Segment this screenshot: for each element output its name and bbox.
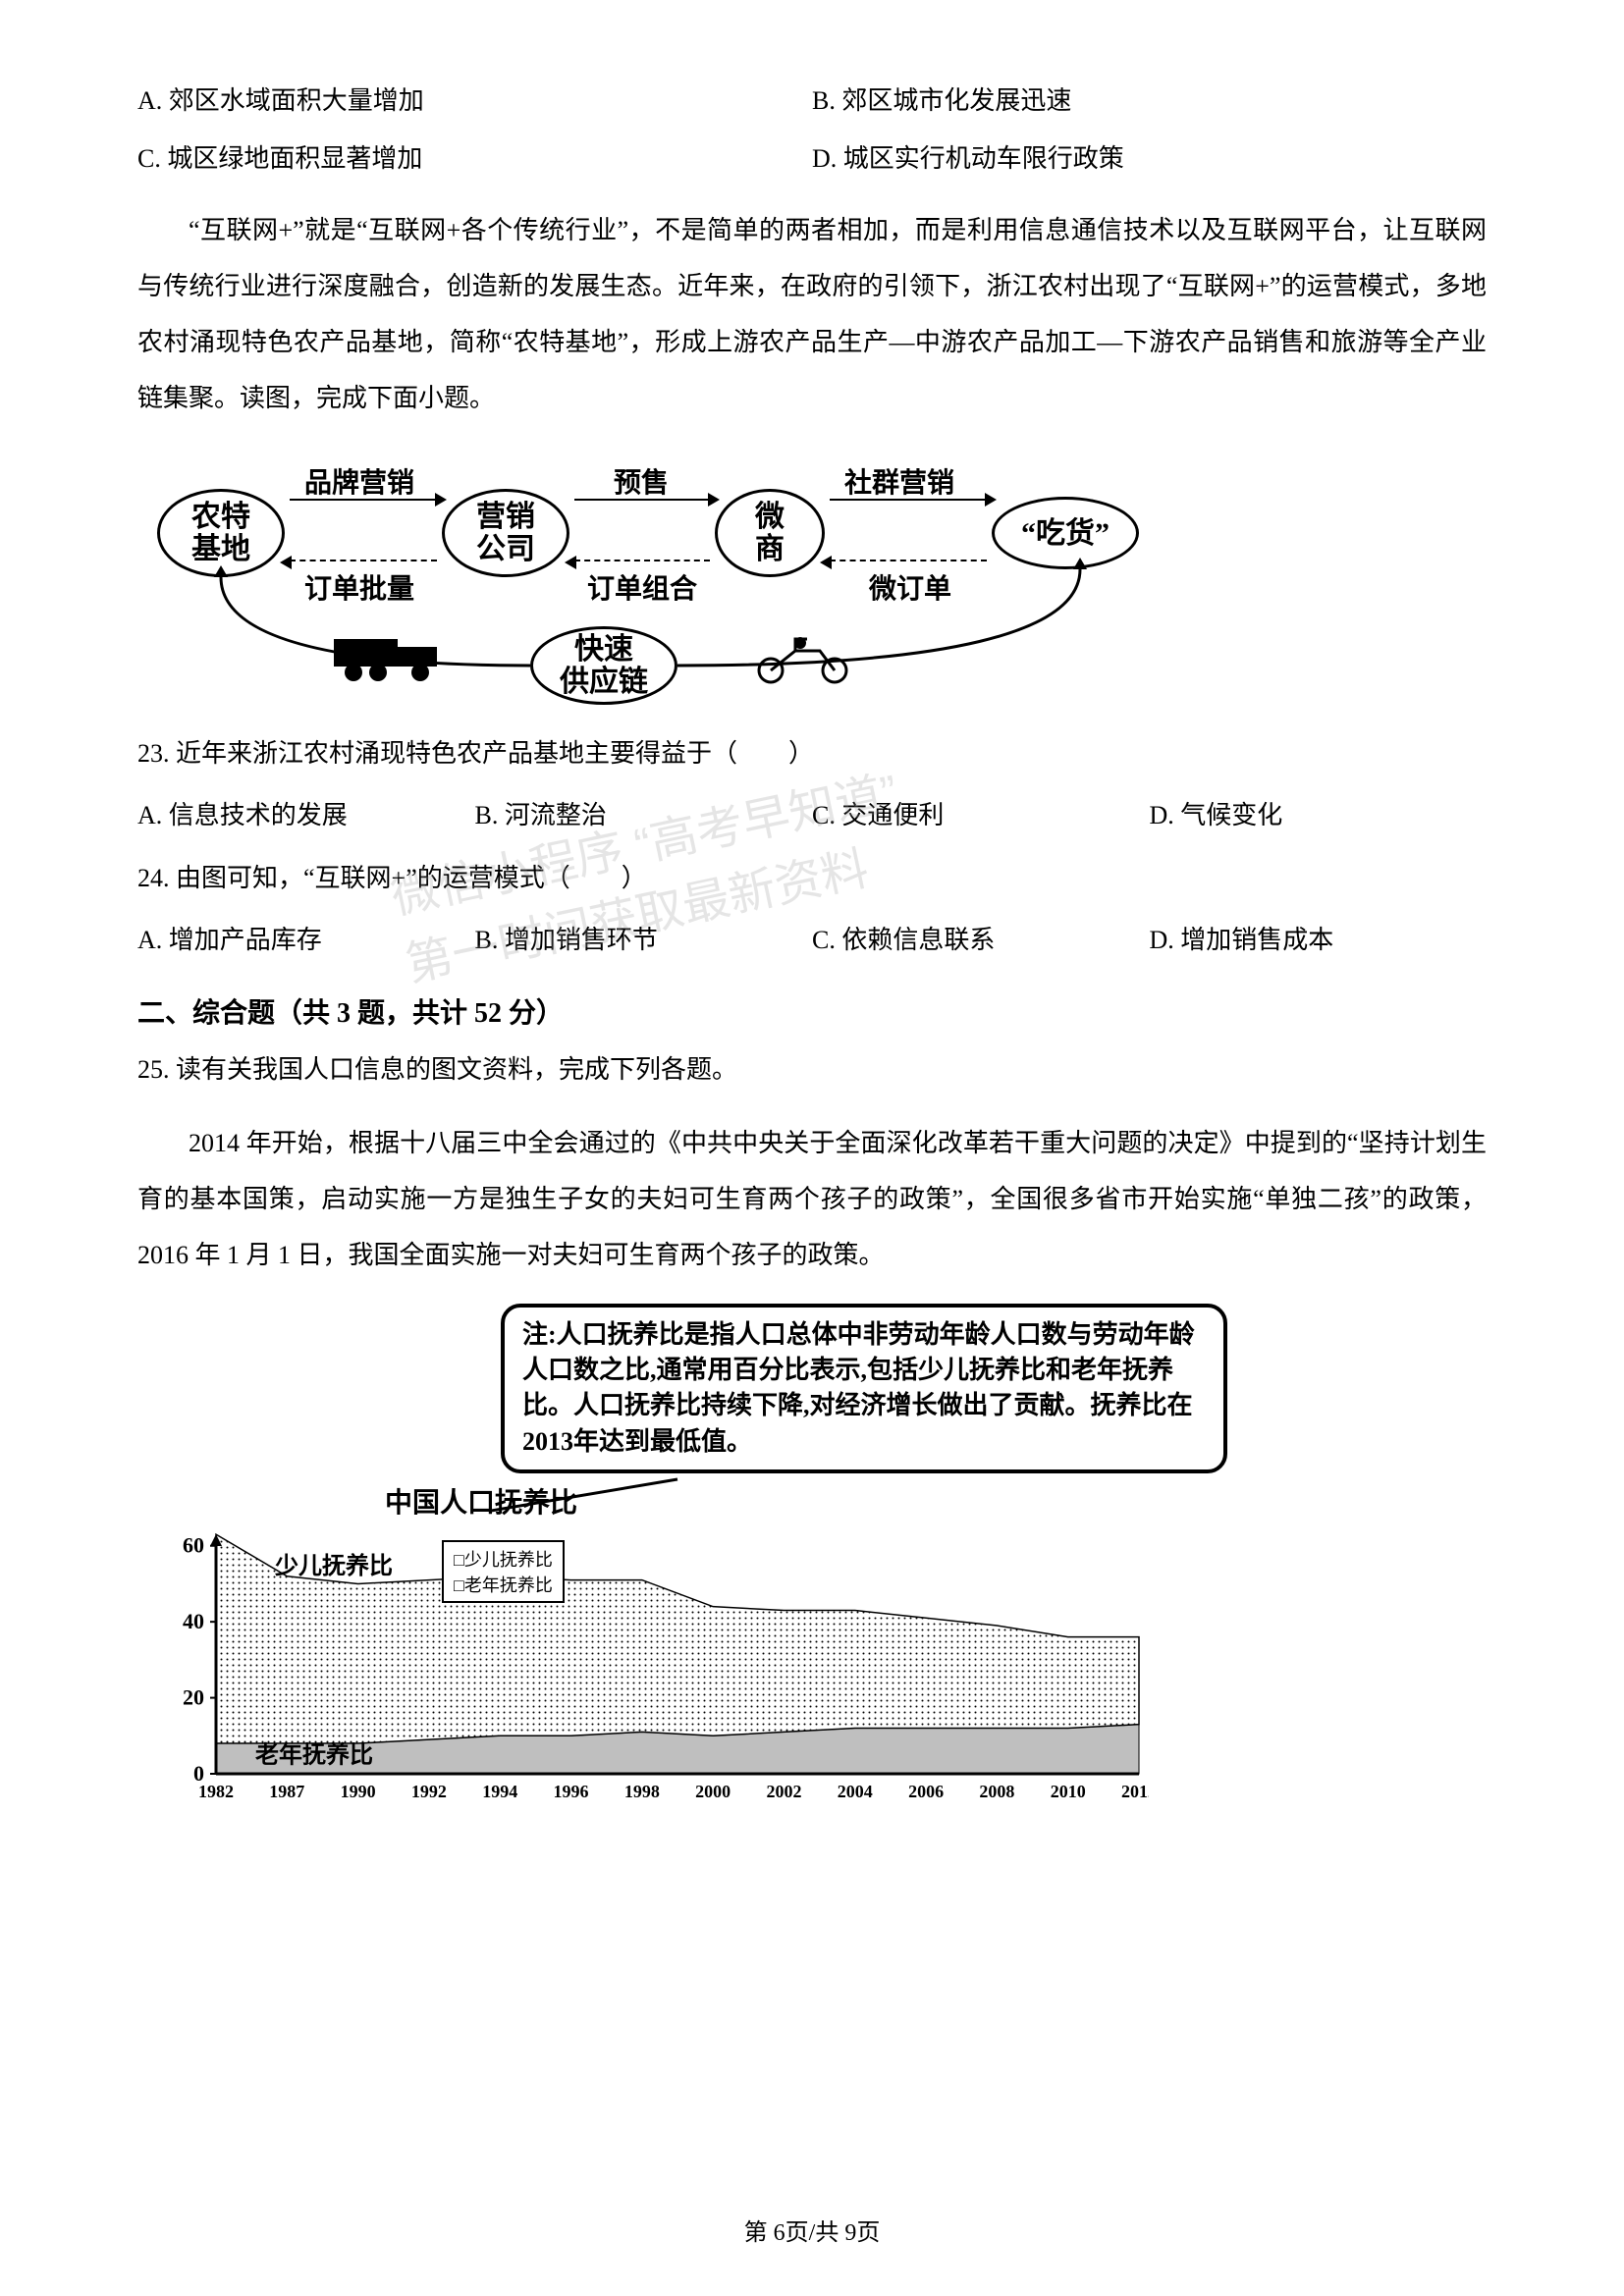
svg-text:2002: 2002	[766, 1782, 801, 1801]
q24-stem: 24. 由图可知，“互联网+”的运营模式（ ）	[137, 853, 1487, 904]
svg-text:2010: 2010	[1051, 1782, 1086, 1801]
svg-text:老年抚养比: 老年抚养比	[255, 1740, 373, 1768]
option-B: B. 郊区城市化发展迅速	[812, 79, 1487, 125]
chart-svg: 0204060198219871990199219941996199820002…	[167, 1528, 1149, 1813]
page-footer: 第 6页/共 9页	[0, 2213, 1624, 2247]
svg-text:2012: 2012	[1121, 1782, 1149, 1801]
flow-diagram-container: 农特 基地 营销 公司 微 商 “吃货” 快速 供应链 品牌营销 预售 社群营销…	[137, 450, 1487, 705]
scooter-icon	[746, 631, 864, 685]
svg-text:2000: 2000	[695, 1782, 731, 1801]
option-D: D. 城区实行机动车限行政策	[812, 136, 1487, 183]
q24-C: C. 依赖信息联系	[812, 918, 1150, 964]
svg-text:2008: 2008	[979, 1782, 1014, 1801]
q23-stem: 23. 近年来浙江农村涌现特色农产品基地主要得益于（ ）	[137, 728, 1487, 779]
q23-D: D. 气候变化	[1150, 793, 1488, 839]
q24-options: A. 增加产品库存 B. 增加销售环节 C. 依赖信息联系 D. 增加销售成本	[137, 918, 1487, 964]
svg-text:60: 60	[183, 1533, 204, 1558]
svg-text:1994: 1994	[482, 1782, 517, 1801]
svg-text:1990: 1990	[341, 1782, 376, 1801]
prev-options-row-2: C. 城区绿地面积显著增加 D. 城区实行机动车限行政策	[137, 136, 1487, 183]
chart-legend: □少儿抚养比 □老年抚养比	[442, 1540, 565, 1603]
context-paragraph-2: 2014 年开始，根据十八届三中全会通过的《中共中央关于全面深化改革若干重大问题…	[137, 1115, 1487, 1284]
q24-B: B. 增加销售环节	[475, 918, 813, 964]
q24-D: D. 增加销售成本	[1150, 918, 1488, 964]
prev-options-row-1: A. 郊区水域面积大量增加 B. 郊区城市化发展迅速	[137, 79, 1487, 125]
svg-text:1996: 1996	[554, 1782, 589, 1801]
option-A: A. 郊区水域面积大量增加	[137, 79, 812, 125]
chart-plot: □少儿抚养比 □老年抚养比 02040601982198719901992199…	[167, 1528, 1149, 1793]
q25-stem: 25. 读有关我国人口信息的图文资料，完成下列各题。	[137, 1044, 1487, 1095]
q23-A: A. 信息技术的发展	[137, 793, 475, 839]
supply-chain-arc	[137, 450, 1218, 705]
svg-text:1987: 1987	[269, 1782, 304, 1801]
truck-icon	[324, 631, 461, 685]
q23-B: B. 河流整治	[475, 793, 813, 839]
context-paragraph-1: “互联网+”就是“互联网+各个传统行业”，不是简单的两者相加，而是利用信息通信技…	[137, 202, 1487, 427]
legend-elderly: □老年抚养比	[454, 1572, 553, 1597]
legend-child: □少儿抚养比	[454, 1546, 553, 1572]
svg-text:40: 40	[183, 1609, 204, 1633]
chart-note-box: 注:人口抚养比是指人口总体中非劳动年龄人口数与劳动年龄人口数之比,通常用百分比表…	[501, 1304, 1227, 1474]
q23-C: C. 交通便利	[812, 793, 1150, 839]
svg-text:2004: 2004	[838, 1782, 873, 1801]
q24-A: A. 增加产品库存	[137, 918, 475, 964]
svg-text:1998: 1998	[624, 1782, 660, 1801]
option-C: C. 城区绿地面积显著增加	[137, 136, 812, 183]
section-2-heading: 二、综合题（共 3 题，共计 52 分）	[137, 991, 1487, 1031]
svg-text:少儿抚养比: 少儿抚养比	[274, 1552, 393, 1579]
flow-diagram: 农特 基地 营销 公司 微 商 “吃货” 快速 供应链 品牌营销 预售 社群营销…	[137, 450, 1218, 705]
svg-text:20: 20	[183, 1685, 204, 1710]
q23-options: A. 信息技术的发展 B. 河流整治 C. 交通便利 D. 气候变化	[137, 793, 1487, 839]
svg-text:1982: 1982	[198, 1782, 234, 1801]
note-callout-line	[491, 1475, 864, 1515]
svg-text:1992: 1992	[411, 1782, 447, 1801]
svg-text:2006: 2006	[908, 1782, 944, 1801]
dependency-ratio-chart-container: 注:人口抚养比是指人口总体中非劳动年龄人口数与劳动年龄人口数之比,通常用百分比表…	[137, 1304, 1218, 1794]
